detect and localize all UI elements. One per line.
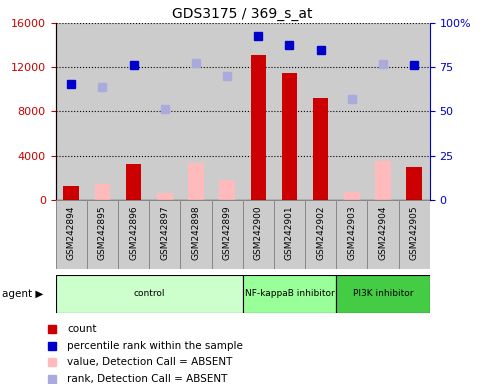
Bar <box>282 73 298 200</box>
Bar <box>180 23 212 200</box>
Text: GSM242897: GSM242897 <box>160 205 169 260</box>
Text: NF-kappaB inhibitor: NF-kappaB inhibitor <box>244 289 334 298</box>
Text: GSM242901: GSM242901 <box>285 205 294 260</box>
Text: GSM242905: GSM242905 <box>410 205 419 260</box>
Bar <box>305 23 336 200</box>
Bar <box>368 200 398 269</box>
Text: PI3K inhibitor: PI3K inhibitor <box>353 289 413 298</box>
Bar <box>398 200 430 269</box>
Bar <box>305 200 336 269</box>
Bar <box>63 187 79 200</box>
Bar <box>242 275 336 313</box>
Bar <box>274 23 305 200</box>
Bar <box>219 180 235 200</box>
Text: count: count <box>67 324 97 334</box>
Bar <box>375 161 391 200</box>
Bar <box>87 23 118 200</box>
Bar <box>118 200 149 269</box>
Bar <box>149 23 180 200</box>
Bar <box>180 200 212 269</box>
Bar <box>407 167 422 200</box>
Text: GSM242895: GSM242895 <box>98 205 107 260</box>
Text: agent ▶: agent ▶ <box>2 289 44 299</box>
Bar <box>212 200 242 269</box>
Bar <box>344 192 360 200</box>
Bar <box>251 55 266 200</box>
Bar <box>242 200 274 269</box>
Bar <box>274 200 305 269</box>
Text: rank, Detection Call = ABSENT: rank, Detection Call = ABSENT <box>67 374 227 384</box>
Text: percentile rank within the sample: percentile rank within the sample <box>67 341 243 351</box>
Title: GDS3175 / 369_s_at: GDS3175 / 369_s_at <box>172 7 313 21</box>
Bar <box>87 200 118 269</box>
Bar <box>149 200 180 269</box>
Text: value, Detection Call = ABSENT: value, Detection Call = ABSENT <box>67 358 232 367</box>
Bar <box>313 98 328 200</box>
Bar <box>95 184 110 200</box>
Bar <box>188 163 204 200</box>
Bar <box>157 193 172 200</box>
Bar <box>56 200 87 269</box>
Text: GSM242902: GSM242902 <box>316 205 325 260</box>
Text: GSM242904: GSM242904 <box>379 205 387 260</box>
Bar <box>336 23 368 200</box>
Bar <box>212 23 242 200</box>
Text: GSM242898: GSM242898 <box>191 205 200 260</box>
Bar <box>336 200 368 269</box>
Bar <box>398 23 430 200</box>
Text: GSM242900: GSM242900 <box>254 205 263 260</box>
Bar <box>368 23 398 200</box>
Text: control: control <box>133 289 165 298</box>
Text: GSM242899: GSM242899 <box>223 205 232 260</box>
Bar <box>242 23 274 200</box>
Bar <box>336 275 430 313</box>
Bar <box>56 275 242 313</box>
Bar <box>118 23 149 200</box>
Text: GSM242903: GSM242903 <box>347 205 356 260</box>
Bar <box>126 164 142 200</box>
Bar <box>56 23 87 200</box>
Text: GSM242894: GSM242894 <box>67 205 76 260</box>
Text: GSM242896: GSM242896 <box>129 205 138 260</box>
